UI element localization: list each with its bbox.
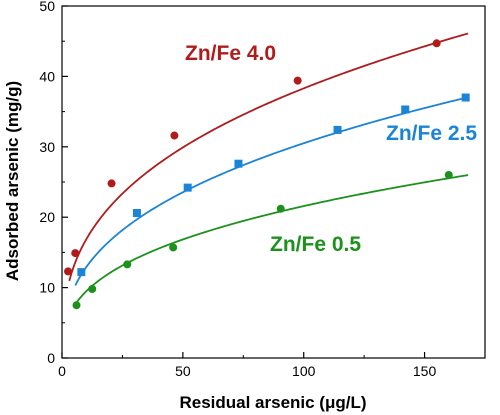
- data-point-zn-fe-0-5: [72, 301, 81, 310]
- x-tick-label: 50: [175, 363, 191, 379]
- data-point-zn-fe-0-5: [169, 243, 178, 252]
- data-point-zn-fe-4-0: [107, 179, 116, 188]
- data-point-zn-fe-2-5: [77, 268, 86, 277]
- data-point-zn-fe-4-0: [71, 249, 80, 258]
- data-point-zn-fe-0-5: [444, 170, 453, 179]
- data-point-zn-fe-4-0: [293, 76, 302, 85]
- data-point-zn-fe-2-5: [234, 159, 243, 168]
- x-tick-label: 0: [58, 363, 66, 379]
- y-tick-label: 40: [39, 68, 55, 84]
- fit-curve-zn-fe-0-5: [73, 174, 469, 307]
- x-tick-label: 150: [413, 363, 437, 379]
- data-marks: [64, 32, 470, 310]
- plot-area: 0 50 100 150 0 10 20 30 40 50: [39, 0, 486, 379]
- series-label-zn-fe-2-5: Zn/Fe 2.5: [386, 122, 477, 145]
- y-tick-label: 50: [39, 0, 55, 14]
- data-point-zn-fe-2-5: [333, 125, 342, 134]
- data-point-zn-fe-4-0: [64, 267, 73, 276]
- y-tick-label: 30: [39, 139, 55, 155]
- y-tick-label: 10: [39, 280, 55, 296]
- data-point-zn-fe-2-5: [401, 105, 410, 114]
- y-tick-label: 0: [47, 350, 55, 366]
- series-labels: Zn/Fe 4.0 Zn/Fe 2.5 Zn/Fe 0.5: [185, 42, 477, 256]
- data-point-zn-fe-4-0: [170, 131, 179, 140]
- series-label-zn-fe-0-5: Zn/Fe 0.5: [270, 233, 361, 256]
- data-point-zn-fe-4-0: [432, 39, 441, 48]
- data-point-zn-fe-2-5: [183, 183, 192, 192]
- fit-curve-zn-fe-4-0: [68, 32, 469, 282]
- series-label-zn-fe-4-0: Zn/Fe 4.0: [185, 42, 276, 65]
- data-point-zn-fe-2-5: [132, 208, 141, 217]
- x-axis-title: Residual arsenic (μg/L): [179, 393, 366, 412]
- y-axis-title: Adsorbed arsenic (mg/g): [3, 81, 22, 281]
- data-point-zn-fe-0-5: [276, 204, 285, 213]
- y-tick-label: 20: [39, 209, 55, 225]
- data-point-zn-fe-0-5: [88, 285, 97, 294]
- x-tick-label: 100: [292, 363, 316, 379]
- data-point-zn-fe-0-5: [123, 260, 132, 269]
- data-point-zn-fe-2-5: [461, 93, 470, 102]
